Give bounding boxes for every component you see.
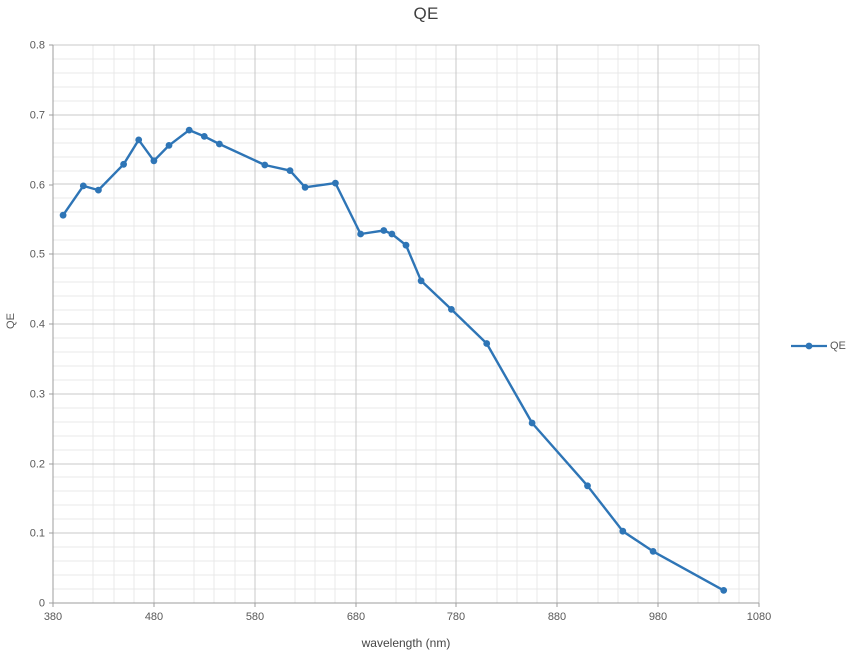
data-point-marker [357,230,364,238]
y-tick-label: 0 [39,598,45,610]
data-point-marker [448,306,455,313]
data-point-marker [332,179,339,187]
x-tick-label: 880 [548,611,566,623]
y-tick-label: 0.4 [30,319,45,331]
x-tick-label: 680 [347,611,365,623]
data-point-marker [528,419,536,427]
data-point-marker [185,126,193,134]
y-tick-label: 0.1 [30,528,45,540]
data-point-marker [417,277,425,285]
x-tick-labels: 380 480 580 680 780 880 980 1080 [44,611,771,623]
data-point-marker [619,527,627,535]
major-gridlines [53,44,760,603]
data-point-marker [120,160,127,168]
tick-marks [49,44,760,607]
chart-title: QE [413,4,439,23]
data-point-marker [649,548,657,555]
y-tick-label: 0.8 [30,40,45,52]
data-point-marker [79,182,87,190]
data-point-marker [286,167,294,175]
y-tick-labels: 0 0.1 0.2 0.3 0.4 0.5 0.6 0.7 0.8 [30,40,45,610]
data-point-marker [216,140,223,148]
series-line [61,128,725,592]
x-tick-label: 1080 [747,611,771,623]
data-point-marker [261,161,269,169]
data-point-marker [483,340,491,347]
data-point-marker [95,186,102,194]
series-markers [59,126,728,594]
data-point-marker [200,133,208,140]
y-tick-label: 0.7 [30,110,45,122]
data-point-marker [380,227,388,234]
x-tick-label: 480 [145,611,163,623]
data-point-marker [59,211,67,219]
data-point-marker [584,482,591,490]
y-tick-label: 0.2 [30,459,45,471]
data-point-marker [150,157,158,165]
legend-line-marker-icon [791,342,827,350]
data-point-marker [720,587,728,594]
data-point-marker [165,142,173,149]
x-tick-label: 780 [447,611,465,623]
data-point-marker [301,183,309,191]
legend: QE [791,340,846,352]
x-tick-label: 380 [44,611,62,623]
x-tick-label: 980 [649,611,667,623]
y-tick-label: 0.5 [30,249,45,261]
data-point-marker [135,136,143,144]
legend-label: QE [830,340,846,352]
x-axis-title: wavelength (nm) [361,636,451,650]
data-point-marker [402,241,410,249]
y-tick-label: 0.3 [30,389,45,401]
data-point-marker [388,230,396,238]
y-tick-label: 0.6 [30,180,45,192]
x-tick-label: 580 [246,611,264,623]
